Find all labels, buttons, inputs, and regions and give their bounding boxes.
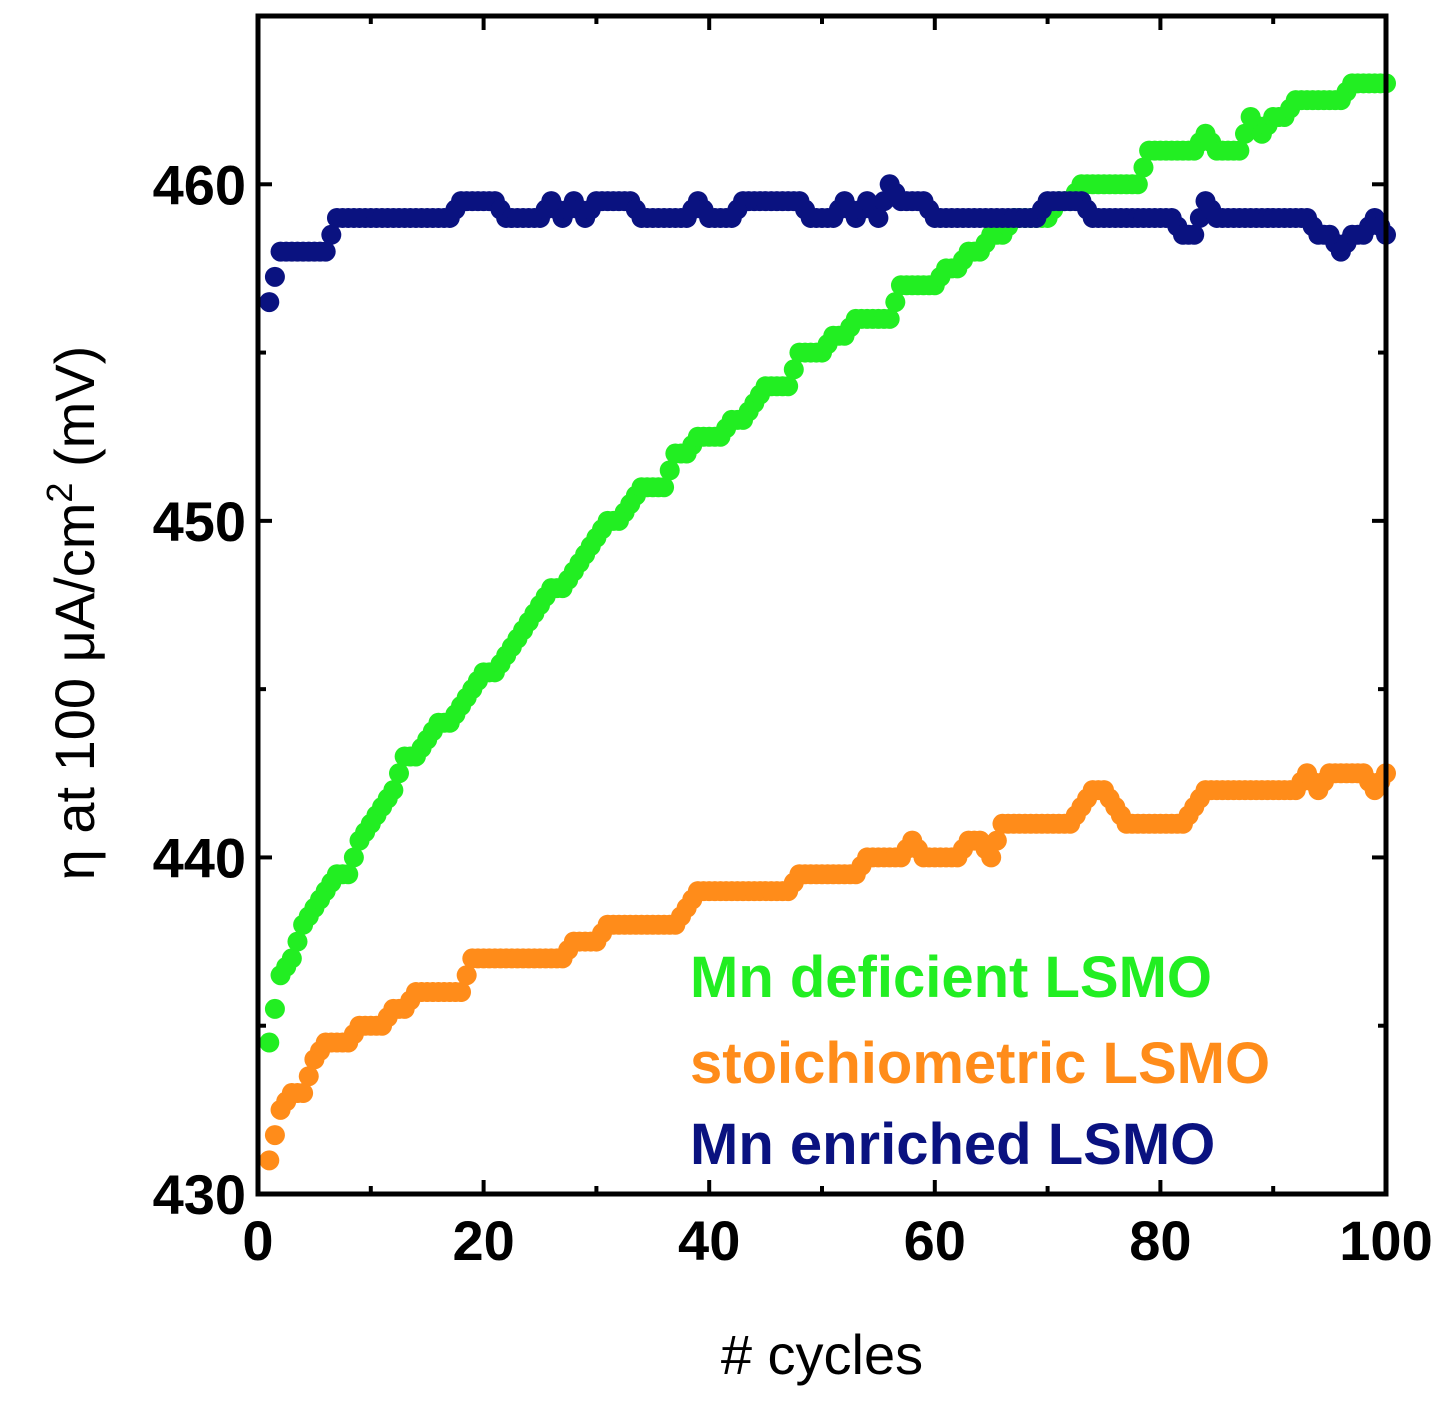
plot-frame (255, 13, 1389, 1197)
y-tick-label: 430 (153, 1163, 246, 1226)
data-point (287, 931, 308, 952)
data-point (885, 292, 906, 313)
data-point (654, 477, 675, 498)
x-tick-label: 100 (1339, 1209, 1432, 1272)
data-point (456, 965, 477, 986)
data-point (343, 847, 364, 868)
series-0 (259, 73, 1396, 1053)
data-point (293, 1083, 314, 1104)
data-point (986, 830, 1007, 851)
data-point (981, 847, 1002, 868)
data-point (659, 460, 680, 481)
y-tick-label: 440 (153, 826, 246, 889)
data-point (298, 1066, 319, 1087)
data-point (1184, 224, 1205, 245)
series-layer (259, 73, 1396, 1171)
data-point (383, 780, 404, 801)
x-tick-label: 40 (678, 1209, 740, 1272)
data-point (778, 376, 799, 397)
data-point (321, 224, 342, 245)
data-point (259, 1032, 280, 1053)
series-1 (259, 763, 1396, 1171)
y-axis-title: η at 100 μA/cm2 (mV) (39, 346, 106, 881)
data-point (264, 266, 285, 287)
legend-entry: Mn deficient LSMO (690, 945, 1212, 1010)
y-tick-label: 450 (153, 490, 246, 553)
axes-layer: 0 20 40 60 80 100 430 440 450 460 # cycles η at 100… (39, 13, 1433, 1386)
data-point (259, 292, 280, 313)
data-point (281, 948, 302, 969)
x-tick-label: 60 (904, 1209, 966, 1272)
legend-entry: Mn enriched LSMO (690, 1112, 1215, 1177)
data-point (315, 241, 336, 262)
x-tick-label: 80 (1129, 1209, 1191, 1272)
x-tick-label: 20 (452, 1209, 514, 1272)
data-point (1133, 157, 1154, 178)
series-2 (259, 174, 1396, 313)
y-tick-label: 460 (153, 153, 246, 216)
data-point (1127, 174, 1148, 195)
data-point (1229, 140, 1250, 161)
data-point (264, 1125, 285, 1146)
data-point (783, 359, 804, 380)
data-point (259, 1150, 280, 1171)
x-tick-label: 0 (242, 1209, 273, 1272)
legend: Mn deficient LSMO stoichiometric LSMO Mn e… (690, 945, 1270, 1177)
legend-entry: stoichiometric LSMO (690, 1031, 1270, 1096)
x-axis-title: # cycles (721, 1323, 923, 1386)
data-point (868, 207, 889, 228)
data-point (451, 982, 472, 1003)
data-point (264, 998, 285, 1019)
data-point (879, 308, 900, 329)
data-point (389, 763, 409, 784)
data-point (338, 864, 359, 885)
